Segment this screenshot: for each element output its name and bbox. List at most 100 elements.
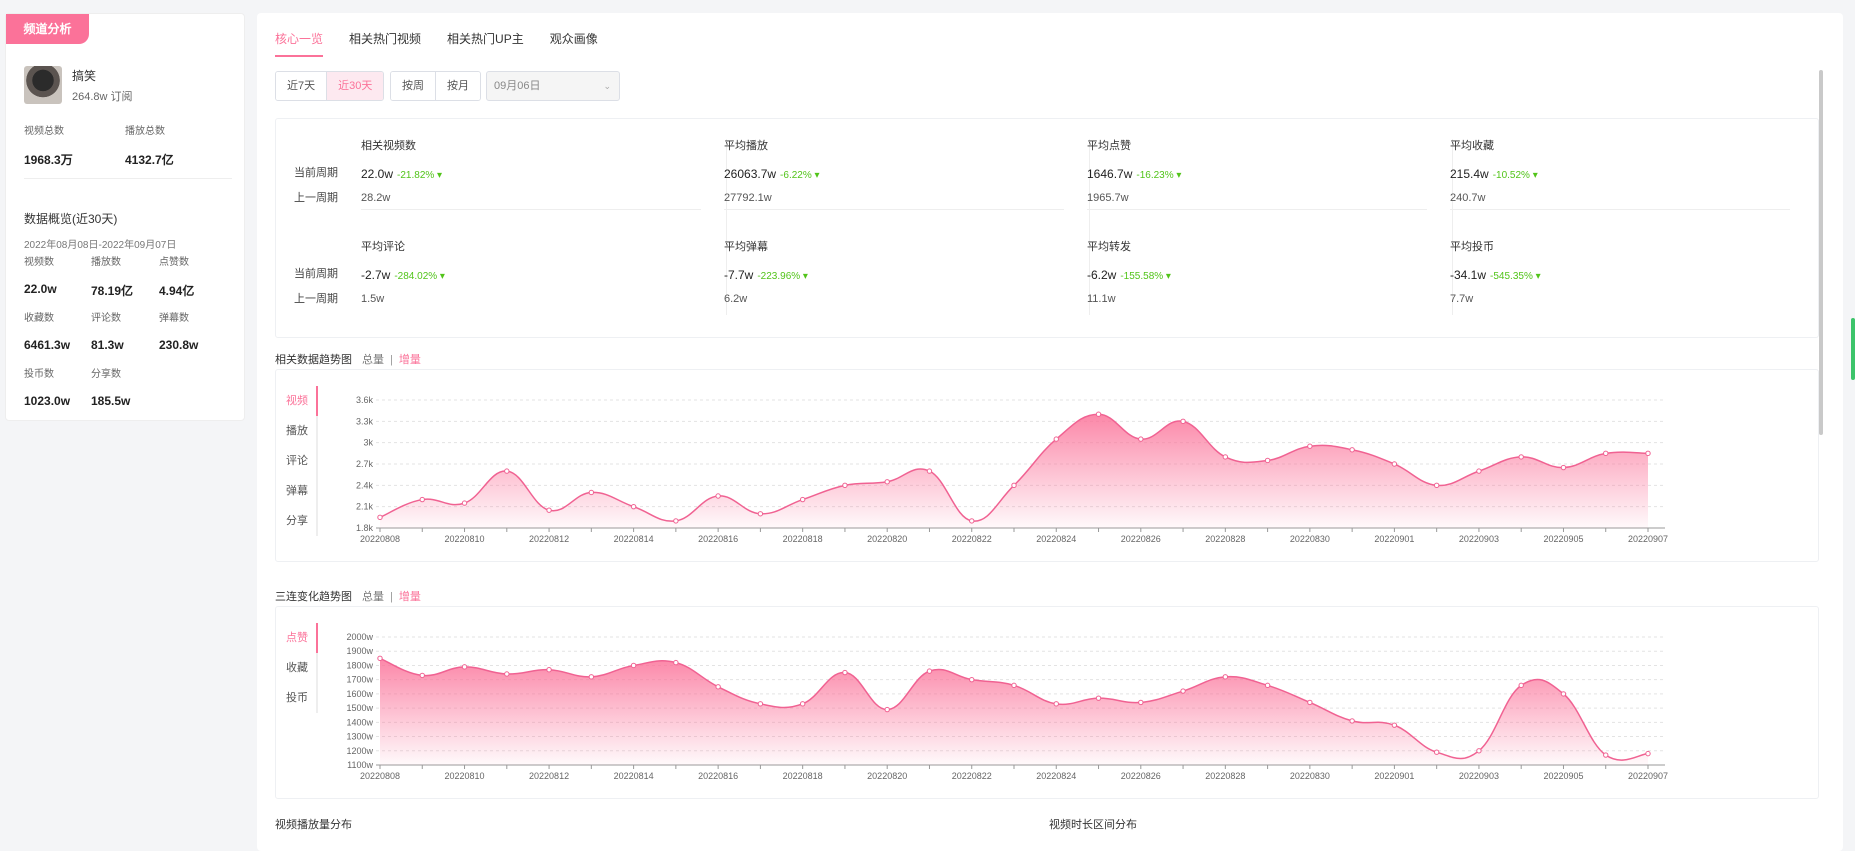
data-point bbox=[757, 701, 764, 707]
overview-stat-videos: 视频数 22.0w bbox=[24, 257, 57, 296]
change-down: -155.58% ▾ bbox=[1120, 271, 1171, 282]
increment-toggle[interactable]: 增量 bbox=[398, 591, 421, 603]
overview-stat-danmaku: 弹幕数 230.8w bbox=[159, 313, 199, 352]
data-point bbox=[1476, 748, 1482, 754]
current-period-label: 当前周期 bbox=[294, 167, 338, 179]
change-down: -6.22% ▾ bbox=[780, 170, 820, 181]
by-month-button[interactable]: 按月 bbox=[435, 72, 480, 100]
data-point bbox=[1264, 457, 1271, 464]
overview-stat-shares: 分享数 185.5w bbox=[91, 369, 131, 408]
x-tick-label: 20220901 bbox=[1374, 771, 1414, 781]
data-point bbox=[673, 659, 679, 666]
data-point bbox=[926, 668, 933, 674]
divider bbox=[24, 178, 232, 179]
increment-toggle[interactable]: 增量 bbox=[398, 354, 421, 366]
overview-stat-favorites: 收藏数 6461.3w bbox=[24, 313, 71, 352]
data-point bbox=[799, 701, 806, 707]
x-tick-label: 20220812 bbox=[529, 771, 569, 781]
change-down: -10.52% ▾ bbox=[1492, 170, 1538, 181]
x-tick-label: 20220820 bbox=[867, 771, 907, 781]
data-point bbox=[1053, 436, 1059, 442]
channel-analysis-tag[interactable]: 频道分析 bbox=[6, 14, 89, 44]
x-tick-label: 20220903 bbox=[1459, 771, 1499, 781]
by-week-button[interactable]: 按周 bbox=[391, 72, 435, 100]
total-toggle[interactable]: 总量 bbox=[362, 354, 384, 366]
divider bbox=[726, 139, 727, 315]
date-select-value: 09月06日 bbox=[494, 80, 541, 92]
data-point bbox=[969, 676, 975, 683]
tab-audience[interactable]: 观众画像 bbox=[549, 32, 598, 46]
x-tick-label: 20220812 bbox=[529, 534, 569, 544]
data-point bbox=[630, 662, 637, 669]
duration-distribution-title: 视频时长区间分布 bbox=[1049, 819, 1137, 831]
y-tick-label: 1900w bbox=[346, 646, 373, 656]
x-tick-label: 20220830 bbox=[1290, 534, 1330, 544]
avatar bbox=[24, 66, 62, 104]
y-tick-label: 3k bbox=[363, 438, 373, 448]
y-tick-label: 1400w bbox=[346, 717, 373, 727]
data-point bbox=[884, 706, 890, 713]
metric-avg-shares: 平均转发 -6.2w -155.58% ▾ 11.1w bbox=[1087, 241, 1171, 305]
channel-name: 搞笑 bbox=[72, 68, 97, 83]
data-point bbox=[1222, 454, 1229, 460]
metrics-panel: 当前周期 上一周期 当前周期 上一周期 相关视频数 22.0w -21.82% ▾… bbox=[275, 118, 1819, 338]
period-toggle: 按周 按月 bbox=[390, 71, 481, 101]
tab-hot-uploaders[interactable]: 相关热门UP主 bbox=[447, 32, 524, 46]
main-panel: 核心一览 相关热门视频 相关热门UP主 观众画像 近7天 近30天 按周 按月 … bbox=[257, 13, 1843, 851]
nav-comments[interactable]: 评论 bbox=[286, 455, 308, 467]
data-point bbox=[1518, 682, 1524, 689]
side-handle[interactable] bbox=[1851, 318, 1855, 380]
y-tick-label: 1700w bbox=[346, 675, 373, 685]
data-point bbox=[1138, 436, 1144, 442]
x-tick-label: 20220826 bbox=[1121, 534, 1161, 544]
data-point bbox=[1518, 454, 1524, 460]
change-down: -21.82% ▾ bbox=[397, 170, 443, 181]
scrollbar[interactable] bbox=[1819, 70, 1823, 435]
change-down: -223.96% ▾ bbox=[757, 271, 808, 282]
x-tick-label: 20220808 bbox=[360, 771, 400, 781]
y-tick-label: 1100w bbox=[347, 760, 373, 770]
previous-period-label: 上一周期 bbox=[294, 192, 338, 204]
divider bbox=[1087, 209, 1427, 210]
x-tick-label: 20220901 bbox=[1374, 534, 1414, 544]
data-point bbox=[1560, 464, 1567, 471]
data-point bbox=[842, 482, 848, 489]
data-point bbox=[884, 479, 890, 485]
x-tick-label: 20220820 bbox=[867, 534, 907, 544]
x-tick-label: 20220818 bbox=[783, 534, 823, 544]
x-tick-label: 20220822 bbox=[952, 771, 992, 781]
nav-likes[interactable]: 点赞 bbox=[286, 623, 318, 653]
divider bbox=[1452, 139, 1453, 315]
nav-shares[interactable]: 分享 bbox=[286, 515, 308, 527]
nav-coins[interactable]: 投币 bbox=[286, 692, 308, 704]
nav-videos[interactable]: 视频 bbox=[286, 386, 318, 416]
metric-avg-likes: 平均点赞 1646.7w -16.23% ▾ 1965.7w bbox=[1087, 140, 1182, 204]
x-tick-label: 20220826 bbox=[1121, 771, 1161, 781]
data-point bbox=[757, 511, 764, 517]
last-30-days-button[interactable]: 近30天 bbox=[326, 72, 384, 100]
total-toggle[interactable]: 总量 bbox=[362, 591, 384, 603]
last-7-days-button[interactable]: 近7天 bbox=[276, 72, 327, 100]
tab-core-overview[interactable]: 核心一览 bbox=[275, 30, 324, 57]
x-tick-label: 20220808 bbox=[360, 534, 400, 544]
data-point bbox=[1476, 468, 1482, 474]
divider bbox=[1450, 209, 1790, 210]
overview-stat-likes: 点赞数 4.94亿 bbox=[159, 257, 195, 298]
metric-related-videos: 相关视频数 22.0w -21.82% ▾ 28.2w bbox=[361, 140, 443, 204]
y-tick-label: 2000w bbox=[346, 632, 373, 642]
change-down: -545.35% ▾ bbox=[1490, 271, 1541, 282]
divider bbox=[361, 209, 701, 210]
trend-chart-svg: 1.8k 2.1k 2.4k 2.7k 3k 3.3k 3.6k 20220808 202208… bbox=[356, 395, 1668, 544]
nav-favorites[interactable]: 收藏 bbox=[286, 662, 308, 674]
data-point bbox=[1095, 695, 1102, 701]
x-tick-label: 20220905 bbox=[1543, 534, 1583, 544]
play-distribution-title: 视频播放量分布 bbox=[275, 819, 352, 831]
nav-danmaku[interactable]: 弹幕 bbox=[286, 485, 308, 497]
y-tick-label: 2.4k bbox=[356, 480, 374, 490]
y-tick-label: 3.6k bbox=[356, 395, 374, 405]
data-point bbox=[1307, 443, 1313, 449]
tab-hot-videos[interactable]: 相关热门视频 bbox=[349, 32, 422, 46]
nav-plays[interactable]: 播放 bbox=[286, 425, 308, 437]
date-select[interactable]: 09月06日 ⌄ bbox=[486, 71, 620, 101]
x-tick-label: 20220810 bbox=[445, 771, 485, 781]
